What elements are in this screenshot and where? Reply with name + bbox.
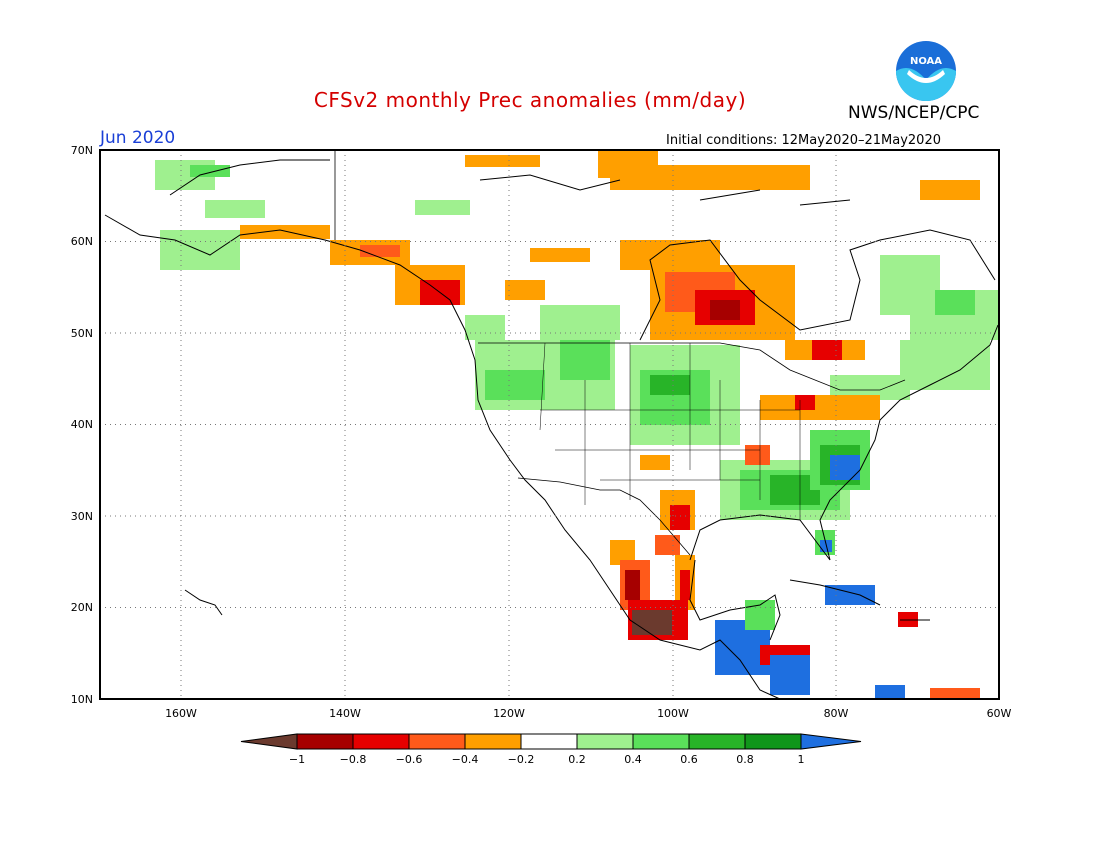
anomaly-cell (770, 655, 810, 695)
anomaly-cell (610, 165, 810, 190)
lat-label: 10N (71, 693, 93, 706)
anomaly-cell (830, 455, 860, 480)
noaa-logo-bird (907, 70, 945, 83)
anomaly-cell (760, 395, 880, 420)
colorbar-swatch (296, 733, 354, 750)
colorbar-swatch (576, 733, 634, 750)
anomaly-cell (240, 225, 330, 239)
colorbar-swatch (352, 733, 410, 750)
anomaly-cell (655, 535, 680, 555)
colorbar-label: −0.2 (508, 753, 535, 766)
alaska-north-coastline (169, 159, 330, 196)
anomaly-cell (360, 245, 400, 257)
anomaly-cell (900, 340, 990, 390)
colorbar-swatch (688, 733, 746, 750)
pacific-coastline (104, 214, 781, 700)
map-title: CFSv2 monthly Prec anomalies (mm/day) (313, 88, 747, 112)
agency-label: NWS/NCEP/CPC (848, 103, 980, 123)
anomaly-cell (680, 570, 690, 600)
anomaly-cell (710, 300, 740, 320)
anomaly-cell (560, 340, 610, 380)
lat-label: 40N (71, 418, 93, 431)
colorbar-arrow-low (240, 733, 298, 750)
colorbar-label: 0.8 (736, 753, 754, 766)
forecast-month: Jun 2020 (100, 128, 176, 148)
colorbar-swatch (520, 733, 578, 750)
colorbar-swatch (744, 733, 802, 750)
us-canada-border (478, 342, 906, 391)
lat-label: 30N (71, 510, 93, 523)
anomaly-cell (935, 290, 975, 315)
hawaii-islands (184, 589, 223, 616)
map-background (100, 150, 999, 699)
anomaly-cell (465, 155, 540, 167)
anomaly-cell (160, 230, 240, 270)
anomaly-cell (812, 340, 842, 360)
colorbar-label: 0.2 (568, 753, 586, 766)
colorbar-label: 0.4 (624, 753, 642, 766)
anomaly-cell (485, 370, 545, 400)
lat-label: 60N (71, 235, 93, 248)
lon-label: 160W (165, 707, 197, 720)
anomaly-layer (155, 150, 998, 699)
lat-axis: 70N 60N 50N 40N 30N 20N 10N (71, 144, 93, 706)
anomaly-cell (625, 570, 640, 600)
colorbar-label: 1 (798, 753, 805, 766)
lon-label: 80W (824, 707, 849, 720)
state-borders (539, 342, 801, 520)
noaa-logo-text: NOAA (910, 56, 942, 67)
anomaly-cell (540, 305, 620, 340)
colorbar-swatch (464, 733, 522, 750)
arctic-islands (479, 174, 851, 206)
lat-label: 20N (71, 601, 93, 614)
hudson-bay-coastline (639, 229, 996, 341)
colorbar-swatch (408, 733, 466, 750)
anomaly-cell (190, 165, 230, 177)
colorbar-label: −0.8 (340, 753, 367, 766)
lat-label: 70N (71, 144, 93, 157)
colorbar-arrow-high (800, 733, 862, 750)
anomaly-cell (670, 505, 690, 530)
us-mexico-border (517, 477, 691, 556)
atlantic-coastline (689, 324, 999, 561)
lon-axis: 160W 140W 120W 100W 80W 60W (165, 707, 1011, 720)
colorbar-label: −0.6 (396, 753, 423, 766)
anomaly-cell (632, 610, 672, 635)
noaa-logo: NOAA (896, 41, 956, 101)
lon-label: 60W (987, 707, 1012, 720)
lon-label: 120W (493, 707, 525, 720)
anomaly-cell (530, 248, 590, 262)
anomaly-cell (930, 688, 980, 698)
colorbar-label: 0.6 (680, 753, 698, 766)
initial-conditions: Initial conditions: 12May2020–21May2020 (666, 133, 941, 148)
anomaly-cell (640, 455, 670, 470)
anomaly-cell (875, 685, 905, 699)
anomaly-cell (650, 375, 690, 395)
coastlines (104, 159, 999, 700)
anomaly-cell (825, 585, 875, 605)
anomaly-cell (205, 200, 265, 218)
anomaly-cell (465, 315, 505, 340)
colorbar: −1 −0.8 −0.6 −0.4 −0.2 0.2 0.4 0.6 0.8 1 (240, 733, 862, 766)
anomaly-cell (415, 200, 470, 215)
lat-label: 50N (71, 327, 93, 340)
caribbean-islands (789, 579, 930, 621)
anomaly-cell (920, 180, 980, 200)
country-borders (334, 150, 906, 556)
anomaly-cell (505, 280, 545, 300)
lon-label: 140W (329, 707, 361, 720)
colorbar-swatch (632, 733, 690, 750)
map-frame (99, 149, 1000, 700)
colorbar-label: −1 (289, 753, 305, 766)
state-lines (539, 342, 801, 520)
lon-label: 100W (657, 707, 689, 720)
anomaly-cell (745, 445, 770, 465)
anomaly-cell (795, 395, 815, 410)
colorbar-label: −0.4 (452, 753, 479, 766)
